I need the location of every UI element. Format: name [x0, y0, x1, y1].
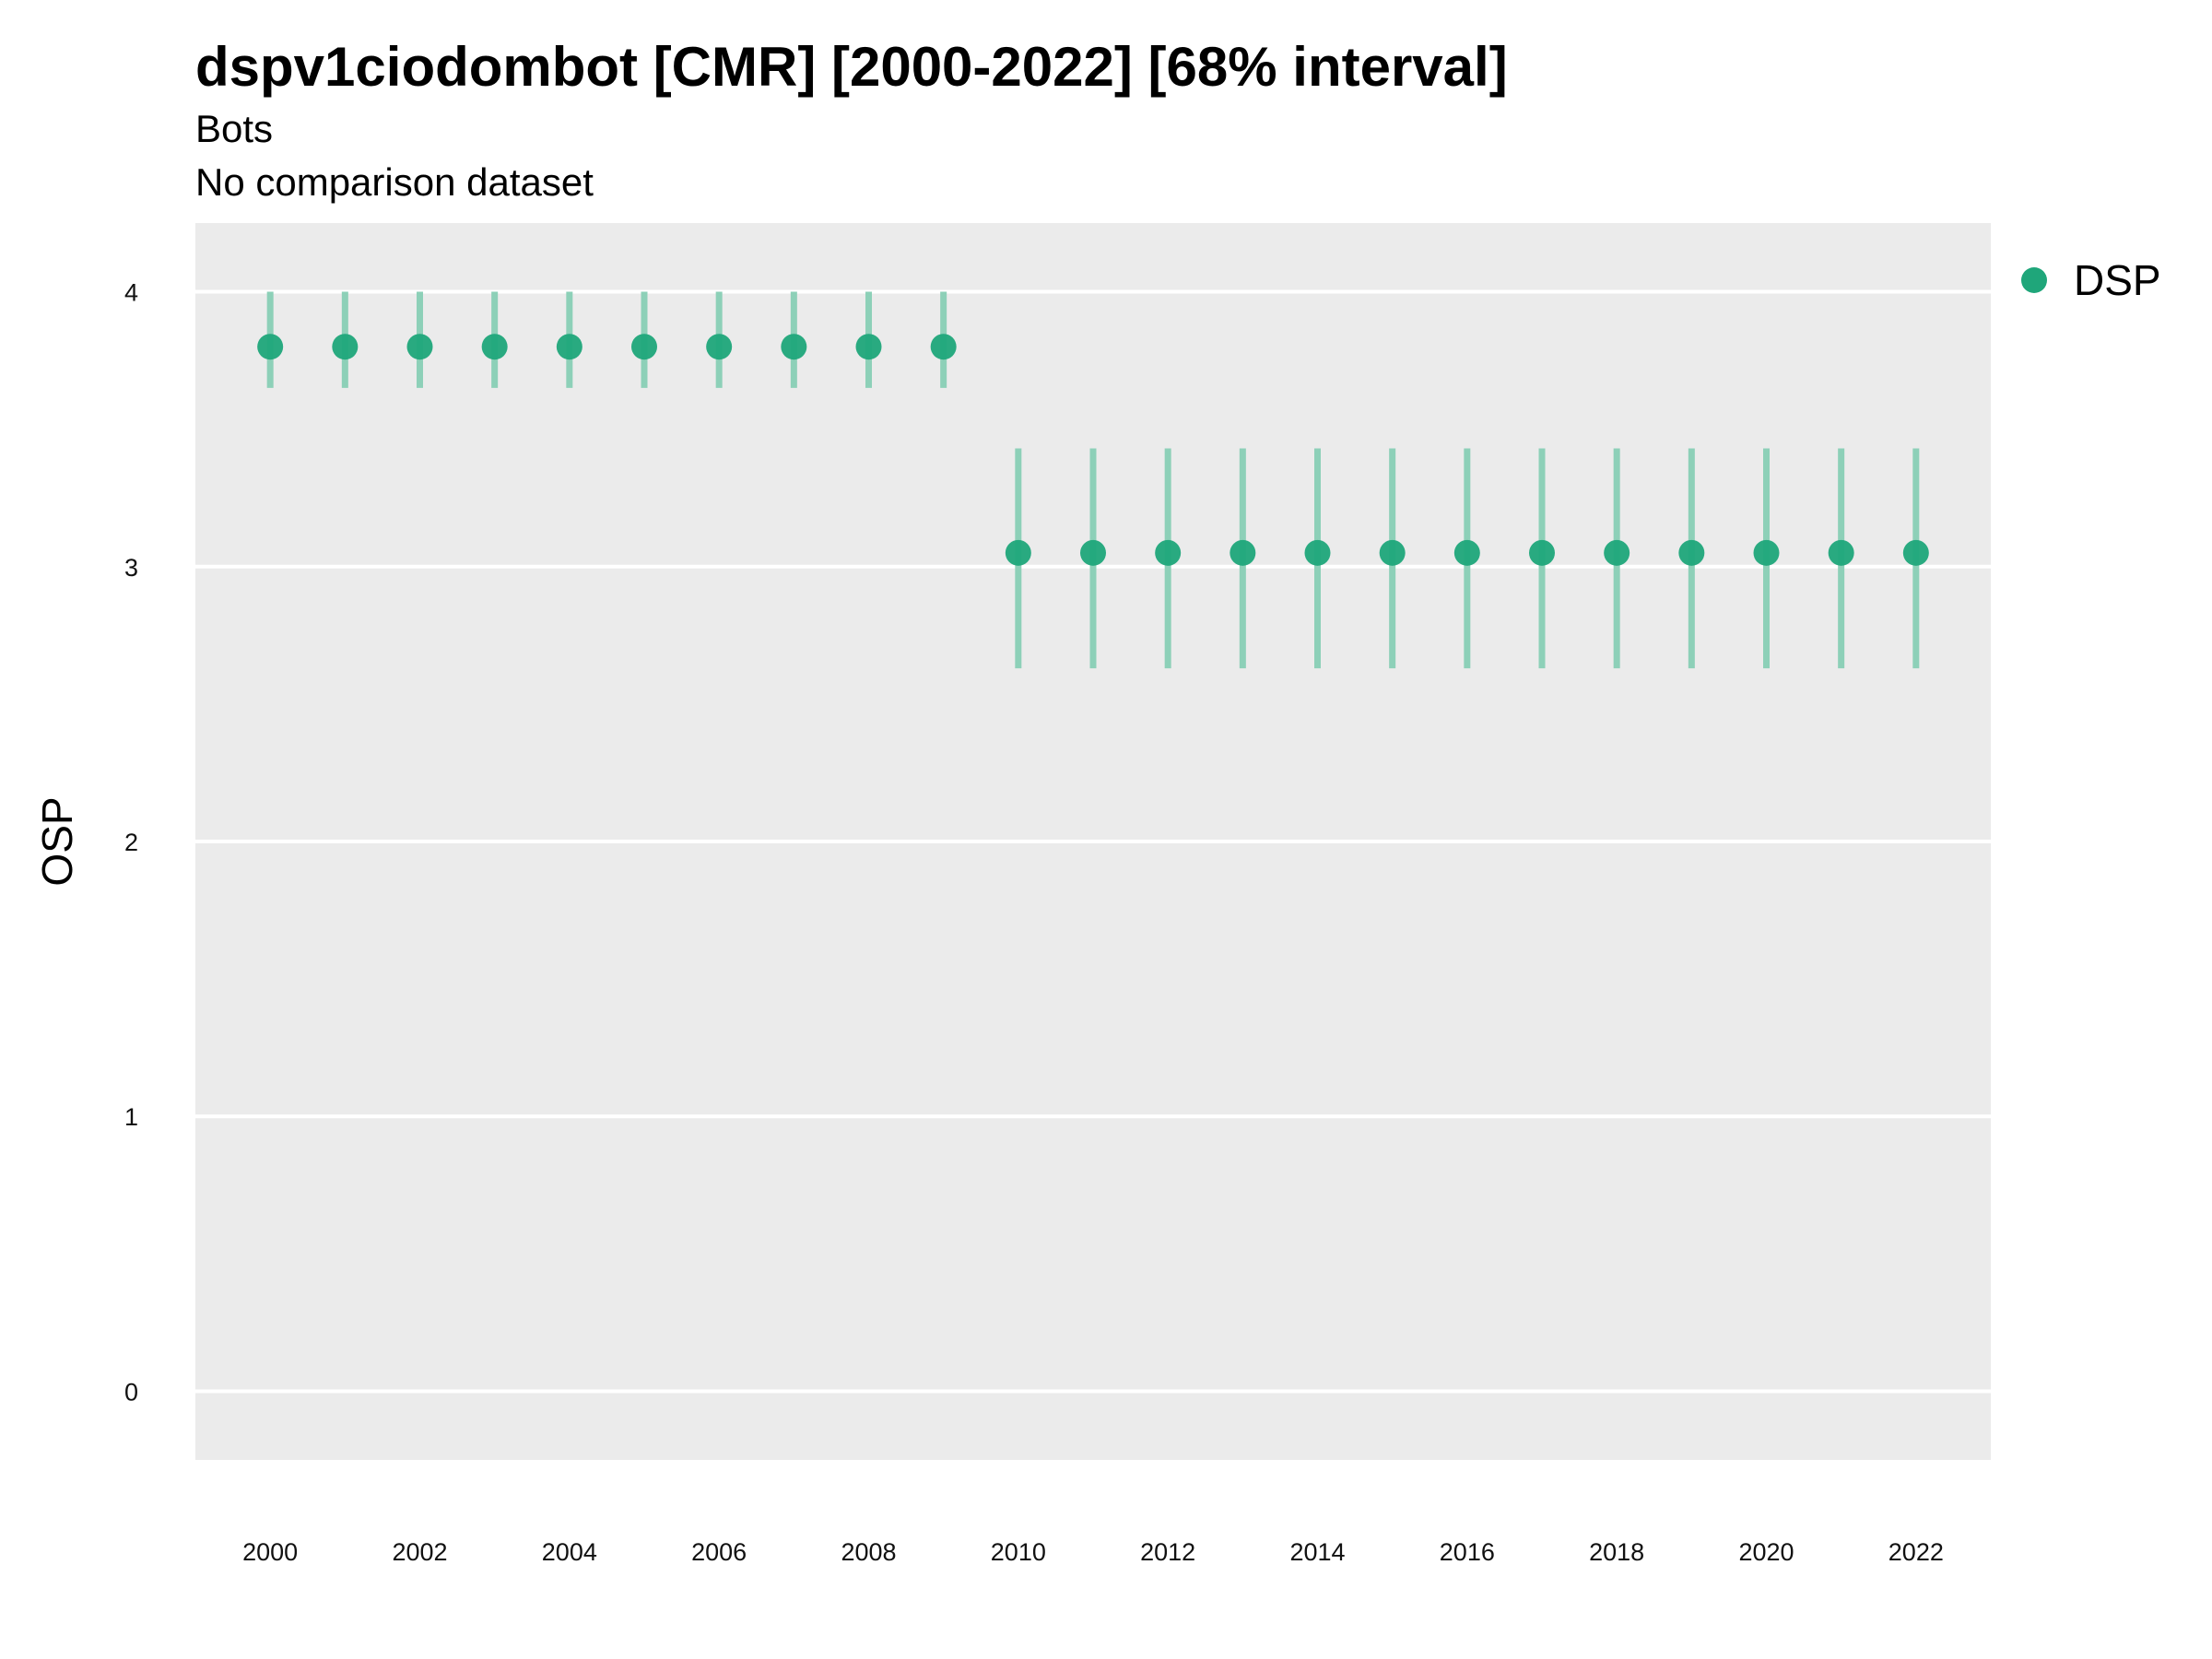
- data-point-2014: [1304, 539, 1331, 566]
- data-points: [257, 334, 1929, 566]
- data-point-2009: [930, 334, 957, 360]
- y-tick-label-1: 1: [124, 1103, 138, 1131]
- data-point-2002: [406, 334, 433, 360]
- data-point-2007: [781, 334, 807, 360]
- y-tick-label-2: 2: [124, 829, 138, 856]
- chart-caption: No comparison dataset: [195, 160, 594, 204]
- x-tick-label-2008: 2008: [841, 1538, 896, 1566]
- x-tick-label-2022: 2022: [1888, 1538, 1944, 1566]
- x-tick-label-2012: 2012: [1140, 1538, 1195, 1566]
- data-point-2017: [1529, 539, 1555, 566]
- y-tick-label-0: 0: [124, 1378, 138, 1406]
- legend-label-dsp: DSP: [2074, 256, 2161, 304]
- data-point-2019: [1678, 539, 1705, 566]
- data-point-2005: [631, 334, 657, 360]
- chart-title: dspv1ciodombot [CMR] [2000-2022] [68% in…: [195, 36, 1508, 98]
- x-tick-label-2010: 2010: [991, 1538, 1046, 1566]
- x-tick-label-2014: 2014: [1289, 1538, 1345, 1566]
- data-point-2008: [855, 334, 882, 360]
- data-point-2010: [1005, 539, 1031, 566]
- y-tick-label-4: 4: [124, 279, 138, 307]
- data-point-2004: [556, 334, 582, 360]
- data-point-2020: [1753, 539, 1780, 566]
- data-point-2022: [1902, 539, 1929, 566]
- x-tick-label-2018: 2018: [1589, 1538, 1644, 1566]
- data-point-2013: [1230, 539, 1256, 566]
- data-point-2015: [1379, 539, 1406, 566]
- data-point-2021: [1828, 539, 1854, 566]
- legend: DSP: [2021, 256, 2161, 304]
- data-point-2001: [332, 334, 359, 360]
- y-axis-title: OSP: [33, 796, 81, 886]
- legend-key-dsp: [2021, 267, 2047, 293]
- y-axis-ticks: 0 1 2 3 4: [124, 279, 138, 1406]
- data-point-2012: [1155, 539, 1182, 566]
- x-tick-label-2000: 2000: [242, 1538, 298, 1566]
- x-tick-label-2016: 2016: [1440, 1538, 1495, 1566]
- data-point-2016: [1453, 539, 1480, 566]
- x-axis-ticks: 2000 2002 2004 2006 2008 2010 2012 2014 2016 2018…: [242, 1538, 1944, 1566]
- data-point-2000: [257, 334, 284, 360]
- data-point-2011: [1080, 539, 1106, 566]
- y-tick-label-3: 3: [124, 554, 138, 582]
- x-tick-label-2020: 2020: [1738, 1538, 1794, 1566]
- x-tick-label-2002: 2002: [392, 1538, 447, 1566]
- data-point-2006: [706, 334, 733, 360]
- chart-subtitle: Bots: [195, 107, 274, 150]
- x-tick-label-2004: 2004: [542, 1538, 597, 1566]
- x-tick-label-2006: 2006: [691, 1538, 747, 1566]
- data-point-2003: [481, 334, 508, 360]
- data-point-2018: [1604, 539, 1630, 566]
